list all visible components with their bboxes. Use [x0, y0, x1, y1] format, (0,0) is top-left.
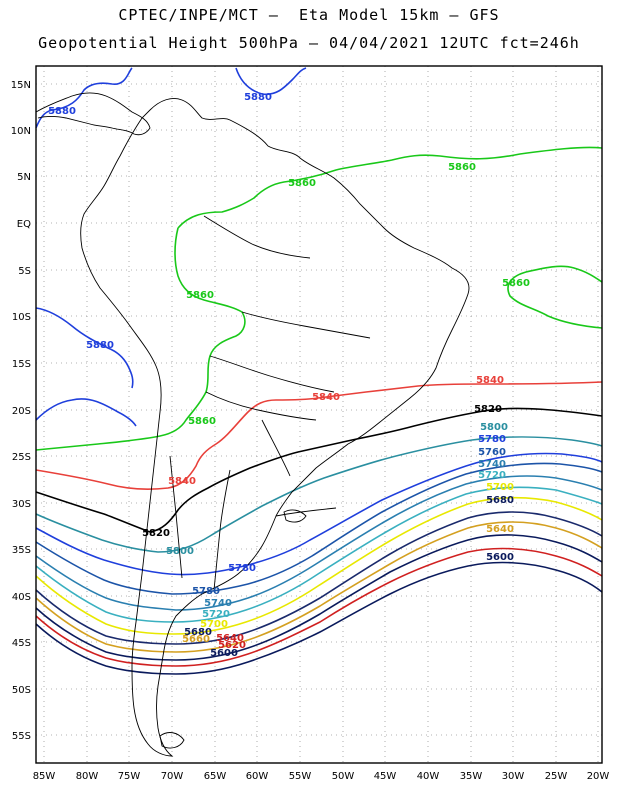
latitude-label: 35S: [12, 545, 31, 556]
latitude-label: 25S: [12, 452, 31, 463]
latitude-label: 15S: [12, 359, 31, 370]
latitude-label: 10N: [11, 126, 31, 137]
longitude-label: 70W: [161, 771, 184, 782]
contour-label: 5640: [486, 524, 514, 535]
contour-5760: [35, 462, 603, 595]
contour-label: 5760: [478, 447, 506, 458]
latitude-label: 5N: [17, 172, 31, 183]
graticule: [36, 66, 602, 763]
contour-5700: [35, 496, 603, 635]
contour-5880-west: [35, 307, 137, 427]
contour-label: 5800: [166, 546, 194, 557]
contour-label: 5820: [142, 528, 170, 539]
contour-label: 5600: [210, 648, 238, 659]
central-america-outline: [35, 92, 151, 136]
chart-subtitle: Geopotential Height 500hPa – 04/04/2021 …: [38, 34, 580, 52]
contour-5680: [35, 511, 603, 645]
contour-5880-nw: [35, 67, 307, 129]
latitude-label: EQ: [17, 219, 31, 230]
longitude-label: 30W: [502, 771, 525, 782]
contour-label: 5700: [486, 482, 514, 493]
contour-5600: [35, 561, 603, 675]
longitude-label: 35W: [460, 771, 483, 782]
longitude-label: 60W: [246, 771, 269, 782]
longitude-label: 40W: [417, 771, 440, 782]
longitude-label: 75W: [118, 771, 141, 782]
contour-5640: [35, 534, 603, 661]
contour-label: 5640: [216, 633, 244, 644]
contour-label: 5740: [204, 598, 232, 609]
latitude-label: 50S: [12, 685, 31, 696]
contour-lines: [35, 67, 603, 675]
contour-5860-east: [507, 265, 603, 329]
contour-label: 5700: [200, 619, 228, 630]
contour-label: 5600: [486, 552, 514, 563]
contour-label: 5860: [288, 178, 316, 189]
south-america-outline: [80, 98, 470, 757]
country-borders: [169, 215, 371, 591]
contour-label: 5780: [192, 586, 220, 597]
contour-value-labels: 5880 5880 5860 5860 5860 5860 5880 5860 5840 5840…: [48, 92, 530, 659]
map-frame: [35, 65, 603, 764]
longitude-label: 80W: [76, 771, 99, 782]
contour-label: 5780: [478, 434, 506, 445]
longitude-label: 25W: [545, 771, 568, 782]
longitude-label: 55W: [289, 771, 312, 782]
contour-label: 5740: [478, 459, 506, 470]
contour-label: 5860: [188, 416, 216, 427]
contour-label: 5680: [486, 495, 514, 506]
contour-label: 5860: [448, 162, 476, 173]
contour-5840: [35, 381, 603, 490]
contour-5820: [35, 407, 603, 533]
tierra-del-fuego: [159, 732, 185, 749]
contour-label: 5840: [476, 375, 504, 386]
longitude-label: 45W: [374, 771, 397, 782]
longitude-label: 20W: [587, 771, 610, 782]
latitude-label: 10S: [12, 312, 31, 323]
contour-5780: [35, 452, 603, 576]
contour-label: 5880: [244, 92, 272, 103]
contour-label: 5840: [168, 476, 196, 487]
longitude-label: 85W: [33, 771, 56, 782]
latitude-label: 40S: [12, 592, 31, 603]
latitude-labels: 15N 10N 5N EQ 5S 10S 15S 20S 25S 30S 35S 40S 45S 50S 5…: [11, 80, 31, 742]
latitude-label: 45S: [12, 638, 31, 649]
contour-5860-north: [177, 146, 603, 229]
contour-label: 5680: [184, 627, 212, 638]
contour-label: 5860: [186, 290, 214, 301]
contour-5740: [35, 475, 603, 611]
falklands: [283, 509, 307, 523]
contour-5720: [35, 486, 603, 623]
contour-label: 5620: [218, 640, 246, 651]
contour-label: 5820: [474, 404, 502, 415]
coastlines-borders: [35, 92, 470, 757]
contour-label: 5780: [228, 563, 256, 574]
contour-label: 5880: [86, 340, 114, 351]
contour-label: 5800: [480, 422, 508, 433]
contour-label: 5660: [182, 634, 210, 645]
latitude-label: 55S: [12, 731, 31, 742]
longitude-label: 50W: [332, 771, 355, 782]
contour-label: 5720: [202, 609, 230, 620]
latitude-label: 5S: [18, 266, 31, 277]
longitude-labels: 85W 80W 75W 70W 65W 60W 55W 50W 45W 40W 35W 30W 25W 2…: [33, 771, 610, 782]
longitude-label: 65W: [204, 771, 227, 782]
contour-5800: [35, 436, 603, 553]
chart-title: CPTEC/INPE/MCT – Eta Model 15km – GFS: [118, 6, 500, 24]
latitude-label: 15N: [11, 80, 31, 91]
contour-label: 5840: [312, 392, 340, 403]
contour-5660: [35, 521, 603, 653]
latitude-label: 30S: [12, 499, 31, 510]
contour-label: 5880: [48, 106, 76, 117]
contour-label: 5860: [502, 278, 530, 289]
contour-5620: [35, 547, 603, 667]
contour-label: 5720: [478, 470, 506, 481]
latitude-label: 20S: [12, 406, 31, 417]
